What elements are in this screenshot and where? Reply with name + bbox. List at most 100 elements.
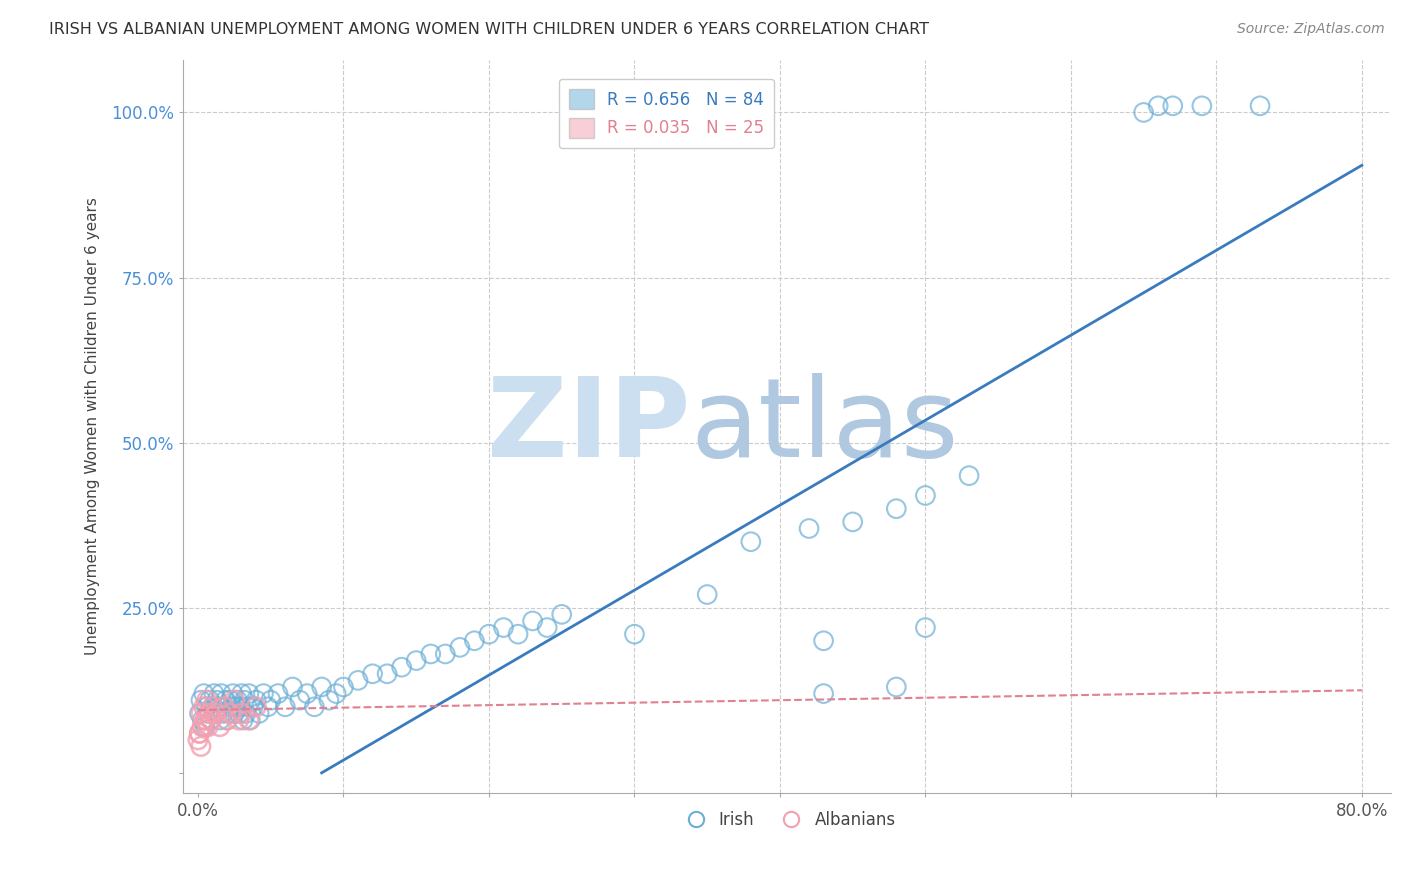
Text: IRISH VS ALBANIAN UNEMPLOYMENT AMONG WOMEN WITH CHILDREN UNDER 6 YEARS CORRELATI: IRISH VS ALBANIAN UNEMPLOYMENT AMONG WOM…	[49, 22, 929, 37]
Point	[190, 693, 212, 707]
Point	[311, 680, 333, 694]
Point	[221, 699, 243, 714]
Point	[522, 614, 544, 628]
Point	[191, 720, 214, 734]
Point	[506, 627, 529, 641]
Point	[200, 713, 222, 727]
Point	[267, 687, 290, 701]
Point	[260, 693, 283, 707]
Point	[288, 693, 311, 707]
Point	[229, 699, 252, 714]
Point	[623, 627, 645, 641]
Point	[463, 633, 485, 648]
Point	[242, 699, 264, 714]
Point	[551, 607, 574, 622]
Point	[190, 739, 212, 754]
Point	[201, 699, 224, 714]
Point	[238, 687, 260, 701]
Point	[304, 699, 326, 714]
Point	[191, 713, 214, 727]
Point	[205, 693, 228, 707]
Point	[219, 706, 242, 721]
Point	[217, 713, 239, 727]
Point	[914, 621, 936, 635]
Point	[190, 706, 212, 721]
Point	[212, 699, 235, 714]
Point	[191, 720, 214, 734]
Point	[198, 693, 221, 707]
Point	[188, 706, 211, 721]
Point	[219, 693, 242, 707]
Point	[375, 666, 398, 681]
Point	[239, 713, 262, 727]
Point	[211, 706, 233, 721]
Point	[295, 687, 318, 701]
Point	[193, 699, 215, 714]
Point	[1249, 99, 1271, 113]
Point	[256, 699, 278, 714]
Text: ZIP: ZIP	[488, 373, 690, 480]
Point	[886, 501, 908, 516]
Point	[252, 687, 274, 701]
Point	[212, 699, 235, 714]
Point	[957, 468, 980, 483]
Point	[222, 687, 245, 701]
Point	[231, 706, 253, 721]
Point	[235, 706, 257, 721]
Point	[325, 687, 347, 701]
Point	[332, 680, 354, 694]
Legend: Irish, Albanians: Irish, Albanians	[672, 805, 903, 836]
Point	[198, 706, 221, 721]
Point	[232, 713, 254, 727]
Point	[224, 706, 246, 721]
Point	[1191, 99, 1213, 113]
Y-axis label: Unemployment Among Women with Children Under 6 years: Unemployment Among Women with Children U…	[86, 197, 100, 655]
Point	[194, 713, 217, 727]
Point	[214, 693, 236, 707]
Point	[200, 713, 222, 727]
Point	[245, 699, 267, 714]
Point	[197, 706, 219, 721]
Point	[813, 633, 835, 648]
Point	[225, 699, 247, 714]
Point	[204, 706, 226, 721]
Point	[1161, 99, 1184, 113]
Point	[208, 720, 231, 734]
Point	[245, 693, 267, 707]
Point	[228, 706, 250, 721]
Point	[233, 693, 256, 707]
Point	[478, 627, 501, 641]
Point	[228, 713, 250, 727]
Point	[217, 713, 239, 727]
Point	[231, 687, 253, 701]
Point	[195, 699, 218, 714]
Point	[391, 660, 413, 674]
Point	[226, 693, 249, 707]
Point	[188, 726, 211, 740]
Point	[434, 647, 457, 661]
Point	[207, 699, 229, 714]
Point	[204, 706, 226, 721]
Point	[1132, 105, 1154, 120]
Point	[209, 687, 232, 701]
Point	[318, 693, 340, 707]
Point	[797, 521, 820, 535]
Point	[492, 621, 515, 635]
Point	[449, 640, 471, 655]
Text: atlas: atlas	[690, 373, 959, 480]
Point	[224, 693, 246, 707]
Point	[208, 713, 231, 727]
Point	[274, 699, 297, 714]
Point	[536, 621, 558, 635]
Point	[347, 673, 370, 688]
Point	[238, 713, 260, 727]
Point	[188, 726, 211, 740]
Point	[1147, 99, 1170, 113]
Point	[419, 647, 441, 661]
Point	[696, 588, 718, 602]
Point	[193, 687, 215, 701]
Point	[201, 699, 224, 714]
Point	[194, 720, 217, 734]
Point	[247, 706, 270, 721]
Point	[281, 680, 304, 694]
